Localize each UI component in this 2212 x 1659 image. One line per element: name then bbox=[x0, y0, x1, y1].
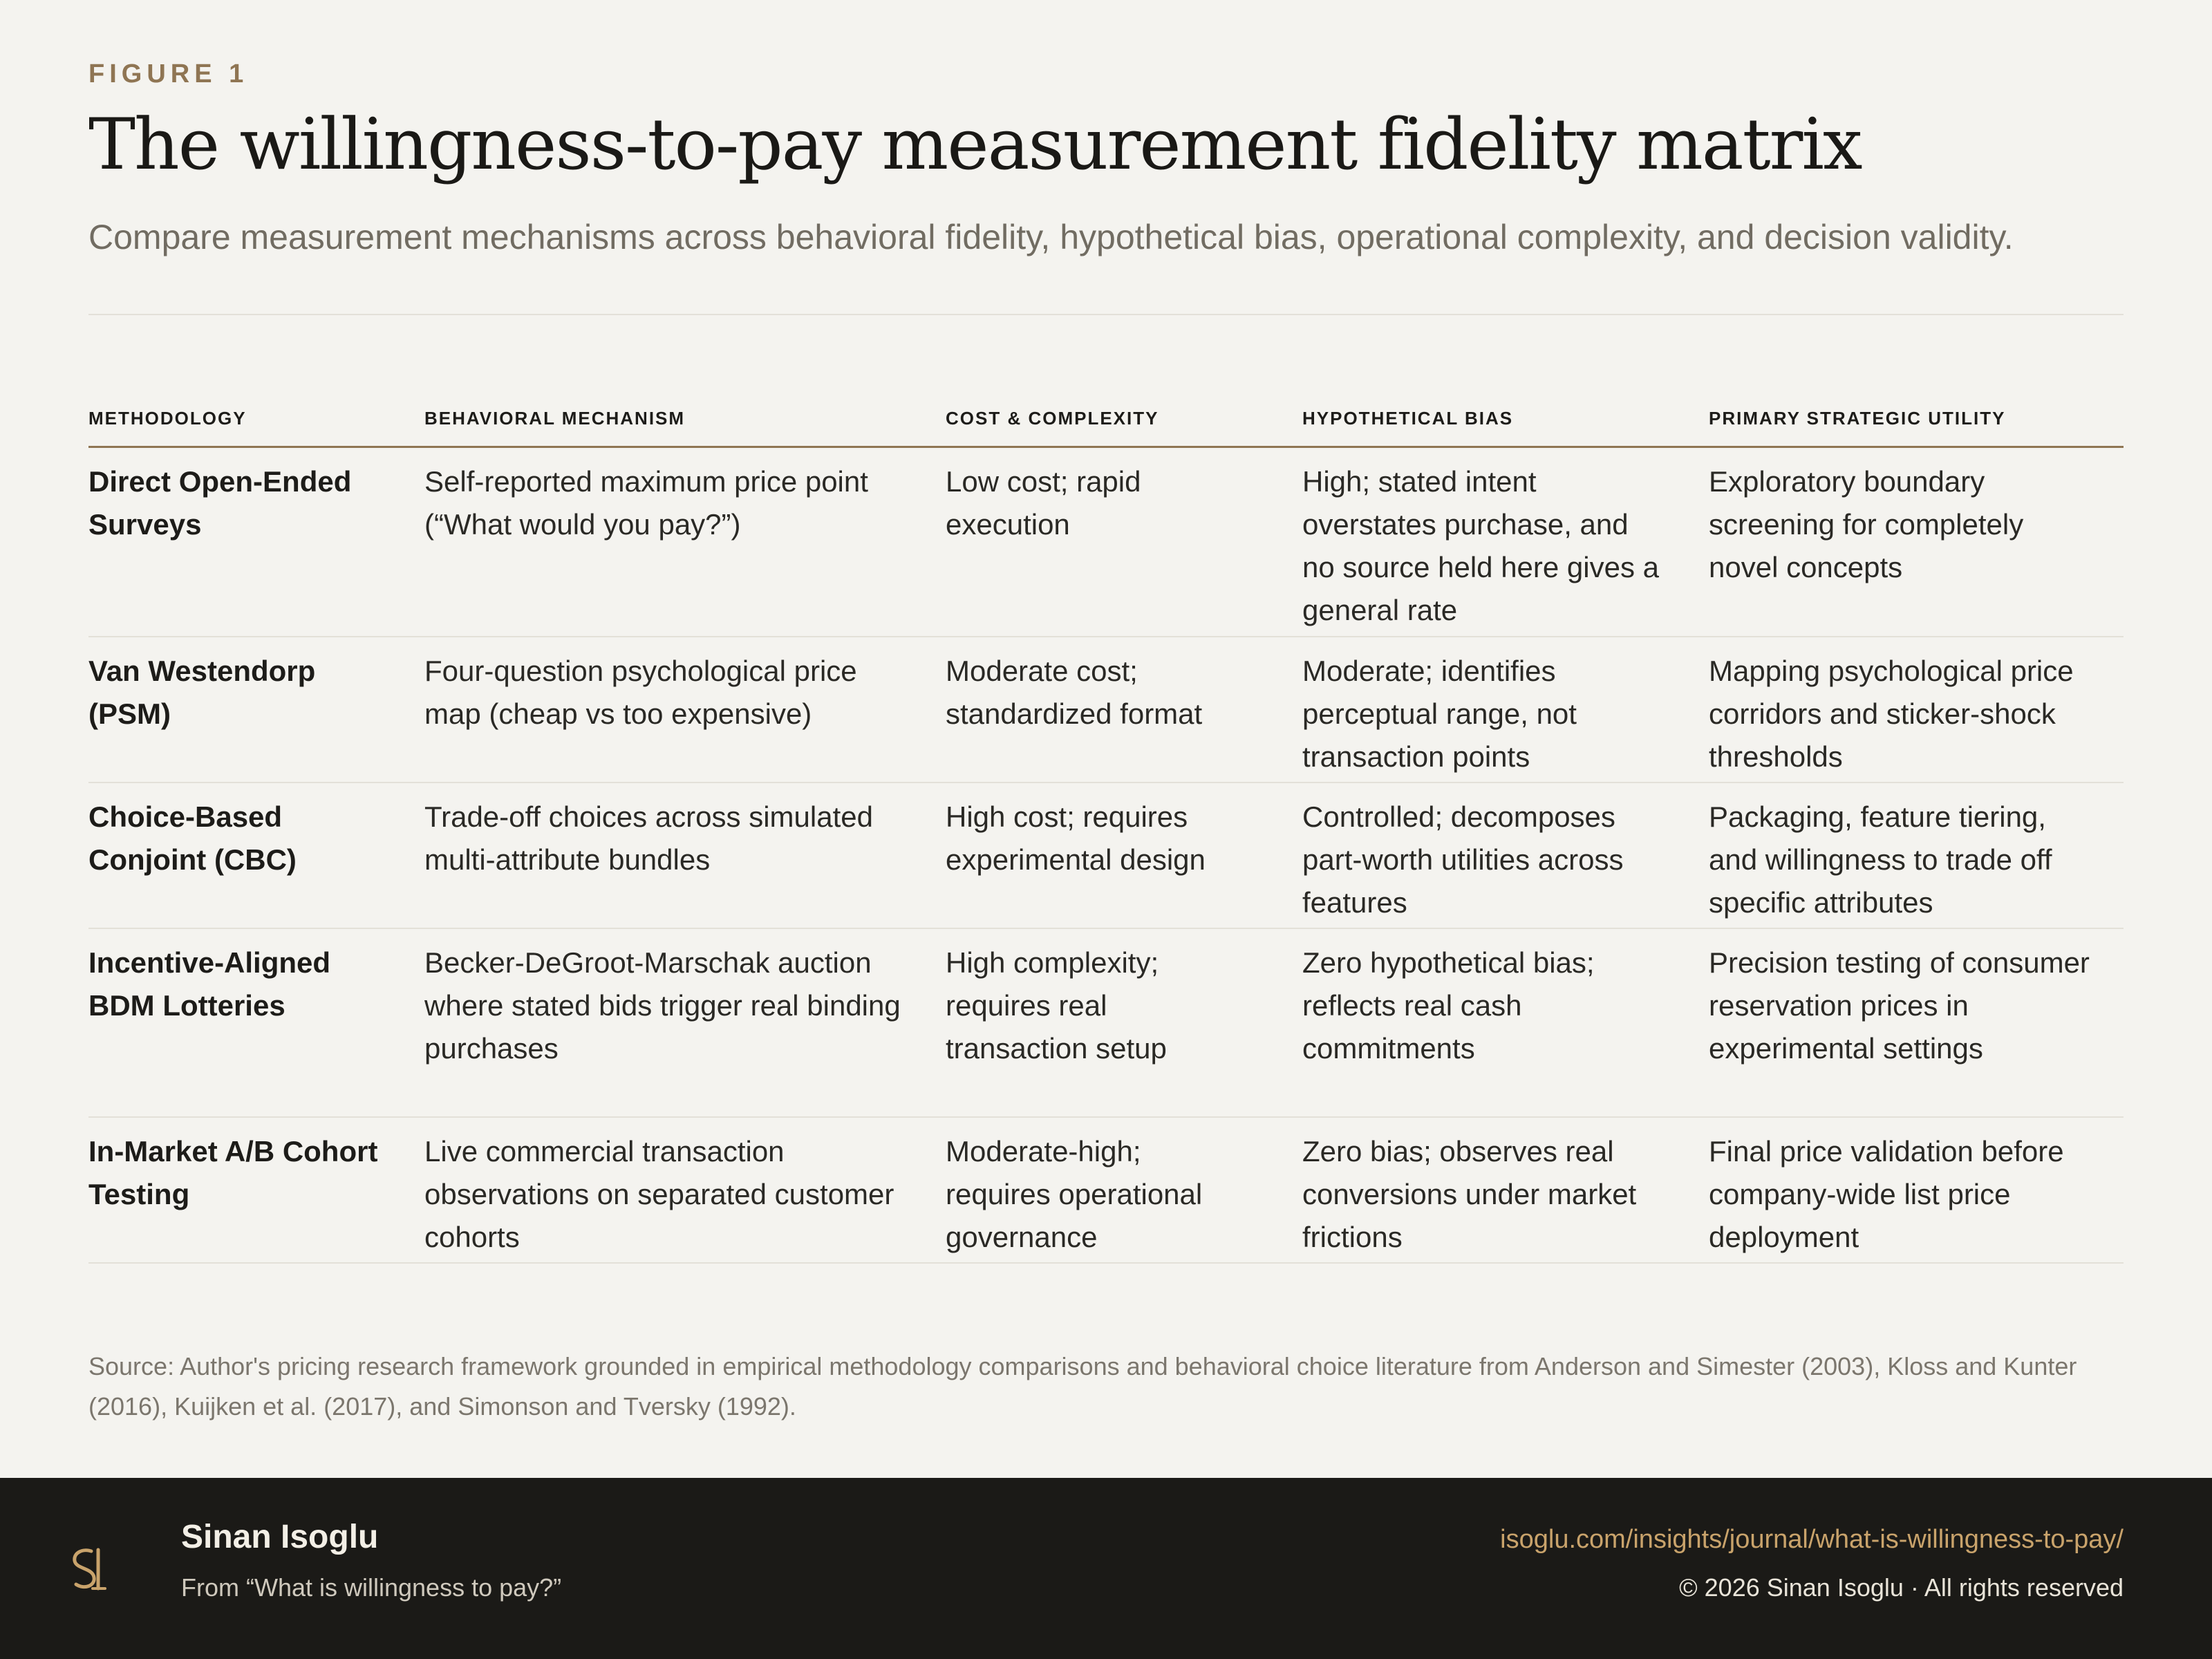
cell-utility: Final price validation before company-wi… bbox=[1709, 1135, 2064, 1253]
article-url-link[interactable]: isoglu.com/insights/journal/what-is-will… bbox=[1500, 1525, 2124, 1554]
footer: Sinan Isoglu From “What is willingness t… bbox=[0, 1478, 2212, 1659]
cell-cost: Moderate-high; requires operational gove… bbox=[946, 1135, 1203, 1253]
cell-cost: High cost; requires experimental design bbox=[946, 800, 1206, 876]
header-behavioral-mechanism: BEHAVIORAL MECHANISM bbox=[424, 408, 686, 429]
copyright-notice: © 2026 Sinan Isoglu · All rights reserve… bbox=[1679, 1573, 2124, 1602]
cell-bias: Zero bias; observes real conversions und… bbox=[1302, 1135, 1637, 1253]
table-row: Choice-Based Conjoint (CBC) Trade-off ch… bbox=[88, 783, 2124, 929]
cell-methodology: Van Westendorp (PSM) bbox=[88, 655, 316, 730]
cell-bias: Moderate; identifies perceptual range, n… bbox=[1302, 655, 1577, 773]
cell-bias: Zero hypothetical bias; reflects real ca… bbox=[1302, 946, 1595, 1065]
cell-cost: Low cost; rapid execution bbox=[946, 465, 1141, 541]
header-cost-complexity: COST & COMPLEXITY bbox=[946, 408, 1159, 429]
si-monogram-icon bbox=[73, 1548, 106, 1591]
cell-utility: Mapping psychological price corridors an… bbox=[1709, 655, 2074, 773]
cell-methodology: Direct Open-Ended Surveys bbox=[88, 465, 352, 541]
header-methodology: METHODOLOGY bbox=[88, 408, 247, 429]
table-row: Van Westendorp (PSM) Four-question psych… bbox=[88, 637, 2124, 783]
cell-bias: Controlled; decomposes part-worth utilit… bbox=[1302, 800, 1624, 919]
figure-subtitle: Compare measurement mechanisms across be… bbox=[88, 218, 2014, 256]
cell-methodology: Incentive-Aligned BDM Lotteries bbox=[88, 946, 331, 1022]
header-primary-strategic-utility: PRIMARY STRATEGIC UTILITY bbox=[1709, 408, 2006, 429]
cell-utility: Packaging, feature tiering, and willingn… bbox=[1709, 800, 2052, 919]
source-note: Source: Author's pricing research framew… bbox=[88, 1352, 2077, 1421]
fidelity-matrix-table: METHODOLOGY BEHAVIORAL MECHANISM COST & … bbox=[88, 401, 2124, 1264]
cell-cost: Moderate cost; standardized format bbox=[946, 655, 1203, 730]
cell-mechanism: Becker-DeGroot-Marschak auction where st… bbox=[424, 946, 901, 1065]
cell-mechanism: Trade-off choices across simulated multi… bbox=[424, 800, 873, 876]
cell-cost: High complexity; requires real transacti… bbox=[946, 946, 1167, 1065]
header-hypothetical-bias: HYPOTHETICAL BIAS bbox=[1302, 408, 1514, 429]
article-reference: From “What is willingness to pay?” bbox=[181, 1573, 562, 1602]
table-row: In-Market A/B Cohort Testing Live commer… bbox=[88, 1118, 2124, 1264]
cell-mechanism: Self-reported maximum price point (“What… bbox=[424, 465, 868, 541]
cell-mechanism: Live commercial transaction observations… bbox=[424, 1135, 894, 1253]
cell-utility: Precision testing of consumer reservatio… bbox=[1709, 946, 2090, 1065]
author-name: Sinan Isoglu bbox=[181, 1519, 379, 1555]
table-row: Incentive-Aligned BDM Lotteries Becker-D… bbox=[88, 929, 2124, 1118]
cell-bias: High; stated intent overstates purchase,… bbox=[1302, 465, 1659, 626]
table-row: Direct Open-Ended Surveys Self-reported … bbox=[88, 448, 2124, 637]
table-header: METHODOLOGY BEHAVIORAL MECHANISM COST & … bbox=[88, 401, 2124, 448]
figure-title: The willingness-to-pay measurement fidel… bbox=[88, 104, 1863, 186]
cell-utility: Exploratory boundary screening for compl… bbox=[1709, 465, 2024, 583]
cell-mechanism: Four-question psychological price map (c… bbox=[424, 655, 857, 730]
cell-methodology: Choice-Based Conjoint (CBC) bbox=[88, 800, 297, 876]
divider bbox=[88, 314, 2124, 315]
cell-methodology: In-Market A/B Cohort Testing bbox=[88, 1135, 378, 1210]
figure-eyebrow: FIGURE 1 bbox=[88, 59, 249, 88]
